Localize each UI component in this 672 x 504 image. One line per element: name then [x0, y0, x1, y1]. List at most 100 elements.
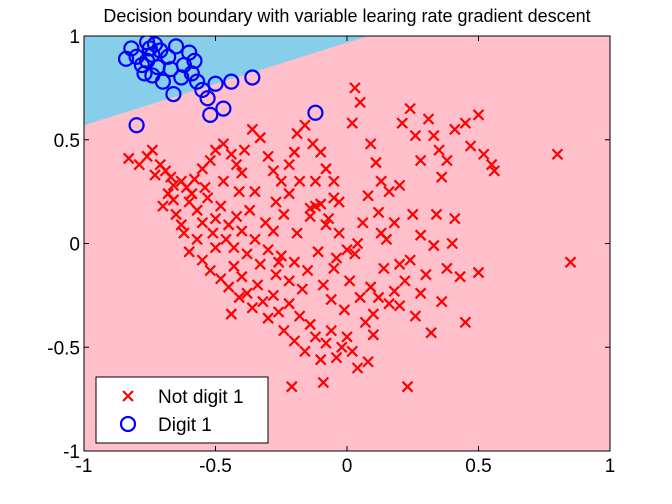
- point-digit-1: [199, 90, 216, 107]
- point-digit-1: [128, 117, 145, 134]
- point-not-digit-1: [299, 345, 311, 358]
- point-not-digit-1: [228, 241, 240, 254]
- point-not-digit-1: [288, 146, 301, 158]
- point-not-digit-1: [246, 302, 259, 314]
- point-not-digit-1: [435, 171, 448, 183]
- point-not-digit-1: [314, 353, 327, 366]
- point-not-digit-1: [551, 148, 564, 161]
- point-not-digit-1: [241, 248, 253, 260]
- point-not-digit-1: [357, 216, 369, 229]
- point-not-digit-1: [335, 341, 348, 354]
- legend-marker-circle: [119, 415, 137, 433]
- y-tick-label: 0: [69, 235, 80, 256]
- point-not-digit-1: [364, 281, 377, 293]
- point-not-digit-1: [485, 158, 498, 171]
- point-not-digit-1: [283, 187, 295, 200]
- point-not-digit-1: [325, 293, 337, 306]
- point-not-digit-1: [441, 154, 453, 167]
- point-not-digit-1: [320, 219, 332, 231]
- legend-box: [95, 376, 269, 444]
- point-not-digit-1: [393, 258, 406, 271]
- point-not-digit-1: [249, 233, 261, 246]
- point-not-digit-1: [346, 345, 359, 358]
- point-not-digit-1: [262, 150, 274, 163]
- point-not-digit-1: [328, 175, 340, 188]
- point-not-digit-1: [196, 216, 209, 229]
- point-not-digit-1: [388, 285, 401, 298]
- point-not-digit-1: [285, 380, 298, 393]
- point-not-digit-1: [393, 299, 406, 312]
- point-not-digit-1: [459, 117, 472, 129]
- legend-label: Digit 1: [158, 415, 212, 436]
- point-not-digit-1: [157, 200, 169, 212]
- point-not-digit-1: [322, 212, 335, 225]
- point-not-digit-1: [375, 175, 387, 188]
- point-not-digit-1: [175, 219, 188, 231]
- point-not-digit-1: [133, 158, 146, 171]
- point-not-digit-1: [351, 237, 364, 250]
- point-not-digit-1: [278, 324, 290, 337]
- point-not-digit-1: [341, 243, 353, 256]
- point-not-digit-1: [228, 260, 240, 273]
- point-not-digit-1: [414, 229, 427, 241]
- point-not-digit-1: [217, 138, 230, 150]
- point-not-digit-1: [167, 194, 180, 206]
- x-tick-label: 0: [342, 456, 353, 477]
- point-not-digit-1: [209, 241, 222, 254]
- point-not-digit-1: [404, 254, 416, 266]
- point-not-digit-1: [214, 200, 227, 212]
- point-not-digit-1: [299, 119, 311, 132]
- point-not-digit-1: [236, 167, 248, 179]
- point-digit-1: [165, 85, 182, 103]
- legend-label: Not digit 1: [158, 387, 244, 408]
- point-not-digit-1: [225, 308, 238, 320]
- point-digit-1: [202, 106, 219, 123]
- point-not-digit-1: [472, 266, 485, 279]
- point-not-digit-1: [459, 316, 472, 329]
- point-not-digit-1: [428, 239, 440, 252]
- point-not-digit-1: [293, 175, 306, 188]
- x-tick-label: -1: [76, 456, 93, 477]
- point-not-digit-1: [241, 287, 253, 300]
- point-not-digit-1: [317, 376, 330, 389]
- point-not-digit-1: [388, 216, 401, 229]
- point-not-digit-1: [204, 264, 217, 277]
- point-not-digit-1: [383, 185, 395, 198]
- point-not-digit-1: [464, 140, 477, 152]
- point-not-digit-1: [249, 185, 261, 198]
- point-not-digit-1: [320, 337, 332, 349]
- point-not-digit-1: [406, 208, 419, 221]
- point-not-digit-1: [207, 227, 219, 239]
- point-not-digit-1: [430, 208, 443, 221]
- point-not-digit-1: [414, 287, 427, 300]
- point-not-digit-1: [401, 380, 414, 393]
- point-not-digit-1: [354, 291, 366, 304]
- point-not-digit-1: [312, 246, 324, 258]
- point-not-digit-1: [328, 192, 340, 204]
- point-digit-1: [223, 73, 240, 90]
- point-not-digit-1: [209, 212, 222, 225]
- point-not-digit-1: [225, 148, 238, 161]
- point-not-digit-1: [317, 279, 330, 291]
- point-not-digit-1: [346, 117, 359, 129]
- point-not-digit-1: [333, 227, 345, 239]
- point-not-digit-1: [304, 210, 316, 223]
- point-not-digit-1: [222, 281, 235, 293]
- point-not-digit-1: [351, 362, 364, 374]
- point-not-digit-1: [477, 148, 490, 161]
- point-not-digit-1: [183, 246, 195, 258]
- point-not-digit-1: [314, 198, 327, 210]
- point-not-digit-1: [435, 295, 448, 308]
- point-not-digit-1: [254, 131, 266, 144]
- point-not-digit-1: [191, 233, 203, 246]
- point-not-digit-1: [420, 268, 432, 281]
- point-not-digit-1: [372, 291, 385, 304]
- x-tick-label: 0.5: [465, 456, 491, 477]
- point-not-digit-1: [378, 262, 390, 275]
- point-not-digit-1: [330, 252, 343, 264]
- point-digit-1: [139, 36, 156, 51]
- point-not-digit-1: [199, 181, 211, 194]
- point-not-digit-1: [449, 123, 461, 136]
- point-not-digit-1: [301, 264, 314, 277]
